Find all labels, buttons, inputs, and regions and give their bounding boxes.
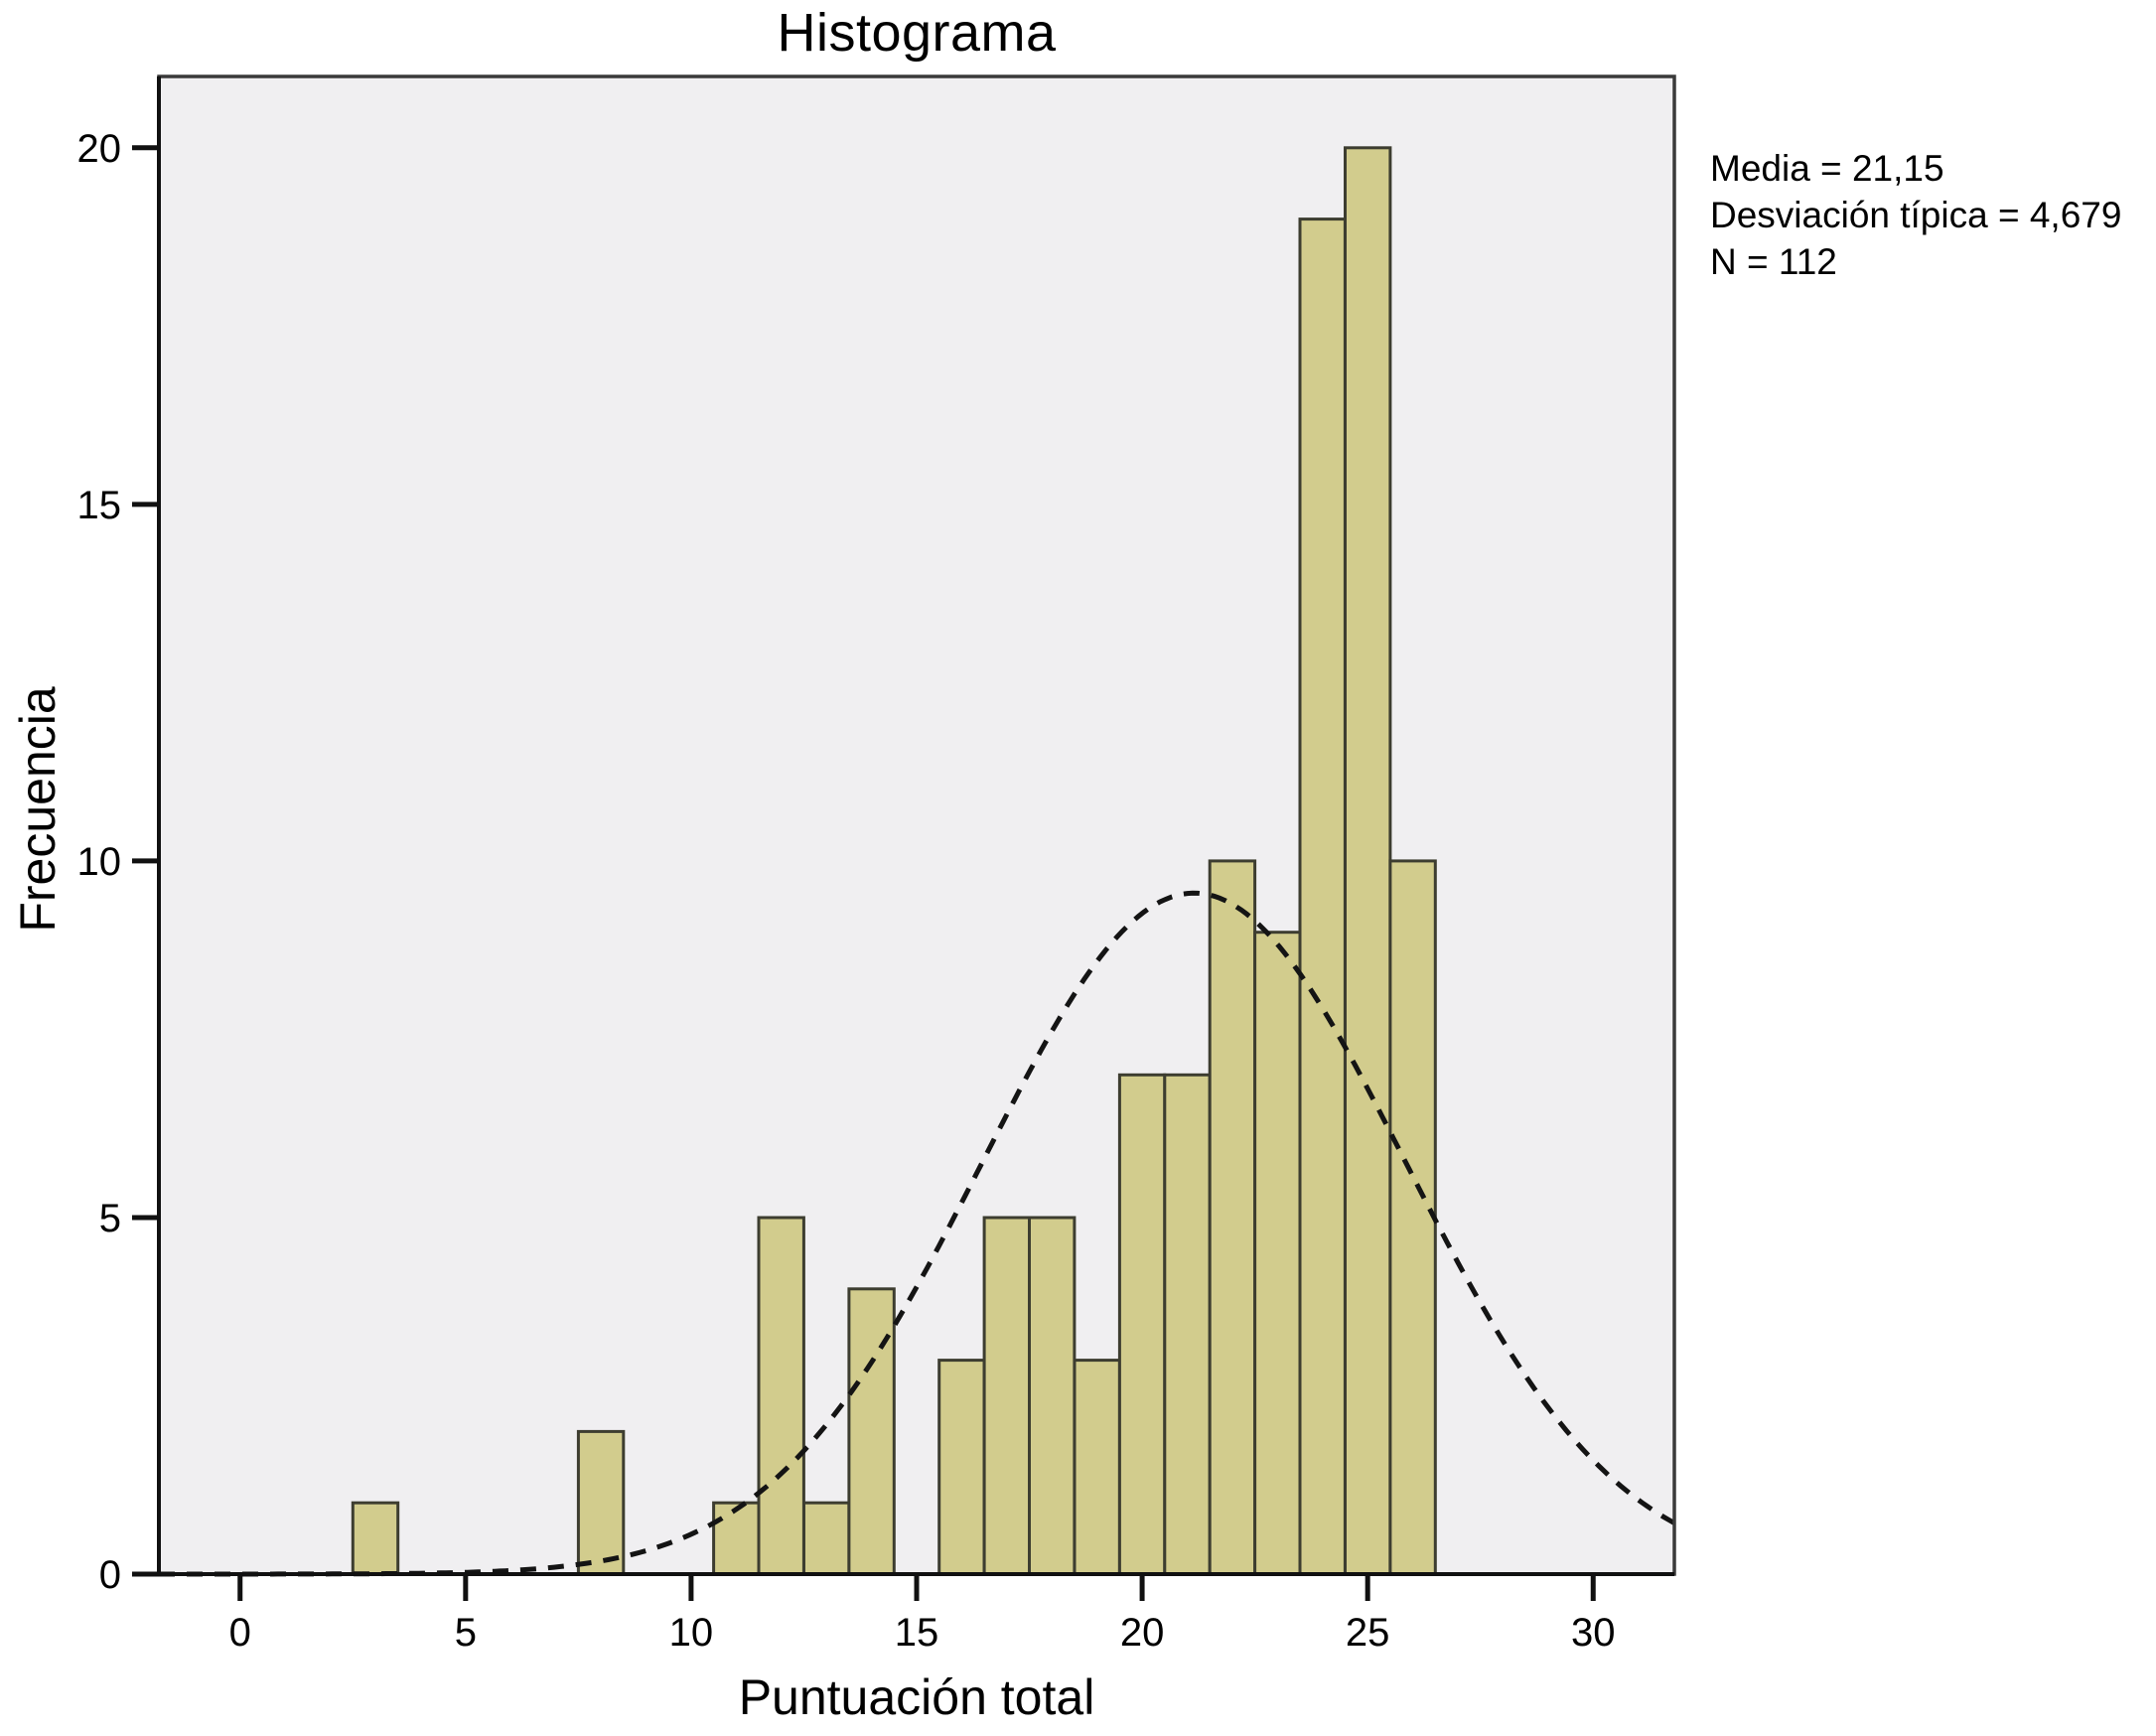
histogram-bar-21: [1163, 1073, 1212, 1576]
histogram-bar-19: [1073, 1359, 1121, 1576]
x-tick-label: 20: [1120, 1611, 1165, 1655]
histogram-bar-26: [1388, 859, 1437, 1576]
histogram-bar-8: [576, 1429, 626, 1576]
x-tick-label: 0: [229, 1611, 251, 1655]
histogram-bar-25: [1344, 146, 1392, 1576]
histogram-bar-17: [982, 1216, 1031, 1576]
y-tick-label: 15: [77, 484, 122, 527]
y-tick-label: 5: [99, 1197, 121, 1240]
plot-background: [159, 76, 1674, 1574]
histogram-bar-20: [1117, 1073, 1167, 1576]
x-axis-title: Puntuación total: [738, 1669, 1095, 1725]
histogram-bar-3: [351, 1501, 400, 1576]
histogram-bar-13: [802, 1501, 851, 1576]
stat-mean: Media = 21,15: [1710, 148, 1944, 189]
histogram-bar-23: [1253, 931, 1302, 1576]
stat-std-dev: Desviación típica = 4,679: [1710, 195, 2122, 235]
y-tick-label: 0: [99, 1553, 121, 1597]
stat-n: N = 112: [1710, 241, 1837, 282]
x-tick-label: 25: [1346, 1611, 1390, 1655]
histogram-bar-12: [757, 1216, 805, 1576]
histogram-bar-11: [712, 1501, 761, 1576]
histogram-bar-18: [1028, 1216, 1077, 1576]
x-tick-label: 30: [1571, 1611, 1616, 1655]
histogram-bar-24: [1298, 217, 1347, 1576]
x-tick-label: 5: [455, 1611, 477, 1655]
x-tick-label: 10: [669, 1611, 714, 1655]
y-tick-label: 20: [77, 127, 122, 171]
stats-legend: Media = 21,15 Desviación típica = 4,679 …: [1710, 145, 2121, 285]
x-tick-label: 15: [895, 1611, 939, 1655]
chart-title: Histograma: [777, 3, 1057, 63]
histogram-bar-14: [847, 1287, 896, 1576]
histogram-bar-16: [937, 1359, 986, 1576]
histogram-bar-22: [1208, 859, 1257, 1576]
y-tick-label: 10: [77, 840, 122, 884]
